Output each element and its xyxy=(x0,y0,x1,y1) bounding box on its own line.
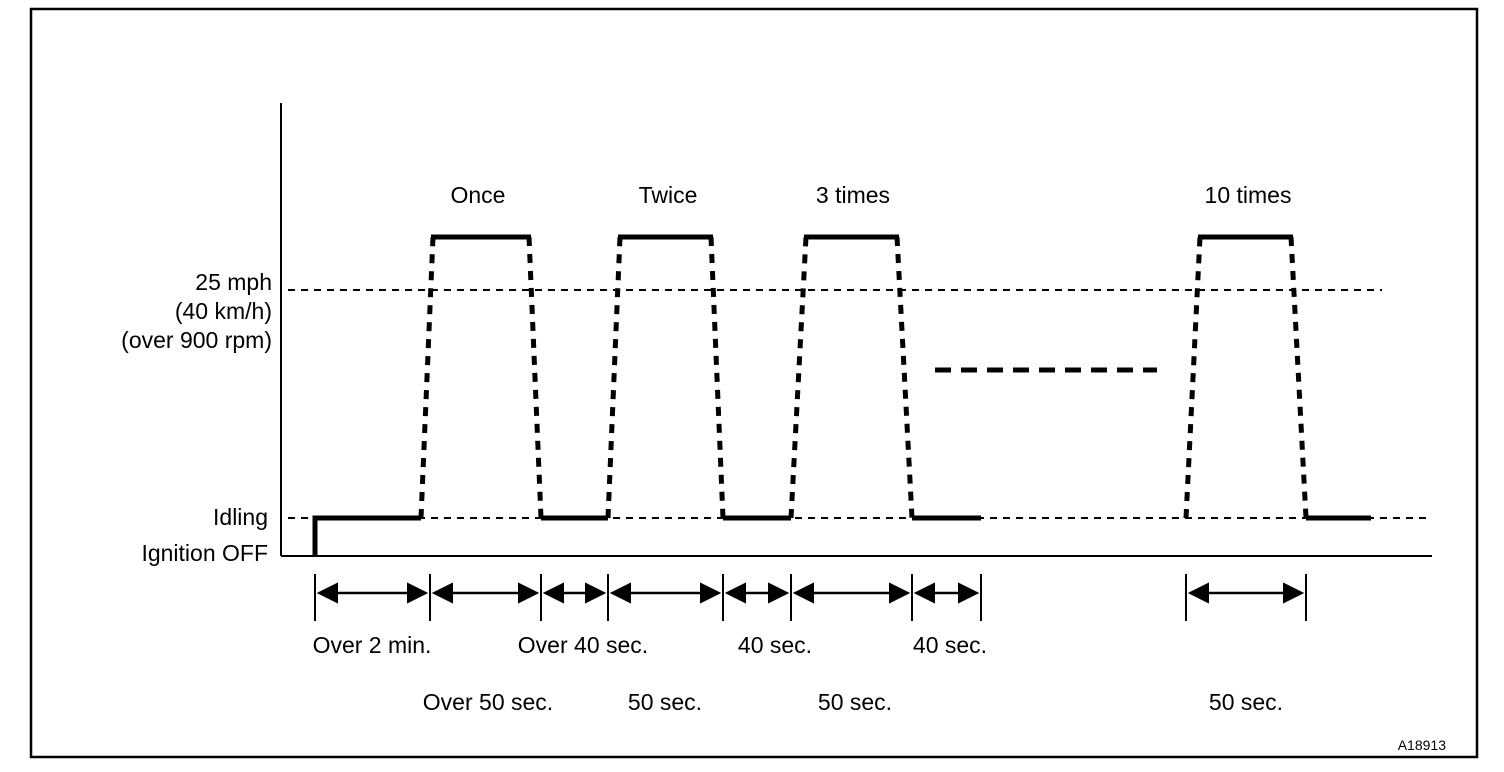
label-over-2-min: Over 2 min. xyxy=(313,632,432,658)
pulse-label-once: Once xyxy=(451,182,506,208)
figure-frame xyxy=(29,7,1479,759)
pulse-2-rise-edge xyxy=(605,236,623,519)
interval-labels-row-1: Over 2 min. Over 40 sec. 40 sec. 40 sec. xyxy=(313,632,988,658)
interval-labels-row-2: Over 50 sec. 50 sec. 50 sec. 50 sec. xyxy=(423,689,1283,715)
idling-label: Idling xyxy=(213,504,268,530)
label-40-sec-3: 40 sec. xyxy=(913,632,987,658)
ignition-off-label: Ignition OFF xyxy=(141,540,268,566)
label-40-sec-2: 40 sec. xyxy=(738,632,812,658)
pulse-3-fall-edge xyxy=(894,236,915,519)
pulse-4-fall-edge xyxy=(1288,236,1309,519)
speed-label-line-2: (40 km/h) xyxy=(175,298,272,324)
pulse-label-twice: Twice xyxy=(639,182,698,208)
pulse-4-rise-edge xyxy=(1183,236,1203,519)
pulse-label-10-times: 10 times xyxy=(1205,182,1292,208)
trace-start-idle-segment xyxy=(312,515,421,556)
pulse-1-rise-edge xyxy=(418,236,436,519)
y-axis-labels: 25 mph (40 km/h) (over 900 rpm) Idling I… xyxy=(121,269,272,566)
pulse-1-fall-edge xyxy=(526,236,544,519)
figure-code: A18913 xyxy=(1398,737,1446,753)
axes xyxy=(280,103,1432,557)
label-50-sec-4: 50 sec. xyxy=(1209,689,1283,715)
speed-label-line-3: (over 900 rpm) xyxy=(121,327,272,353)
label-over-50-sec: Over 50 sec. xyxy=(423,689,553,715)
pulse-label-3-times: 3 times xyxy=(816,182,890,208)
label-50-sec-3: 50 sec. xyxy=(818,689,892,715)
speed-label-line-1: 25 mph xyxy=(195,269,272,295)
pulse-count-labels: Once Twice 3 times 10 times xyxy=(451,182,1292,208)
pulse-2-fall-edge xyxy=(708,236,726,519)
pulse-3-rise-edge xyxy=(788,236,809,519)
label-50-sec-2: 50 sec. xyxy=(628,689,702,715)
interval-ticks xyxy=(314,574,1307,621)
label-over-40-sec: Over 40 sec. xyxy=(518,632,648,658)
speed-trace xyxy=(312,234,1371,556)
